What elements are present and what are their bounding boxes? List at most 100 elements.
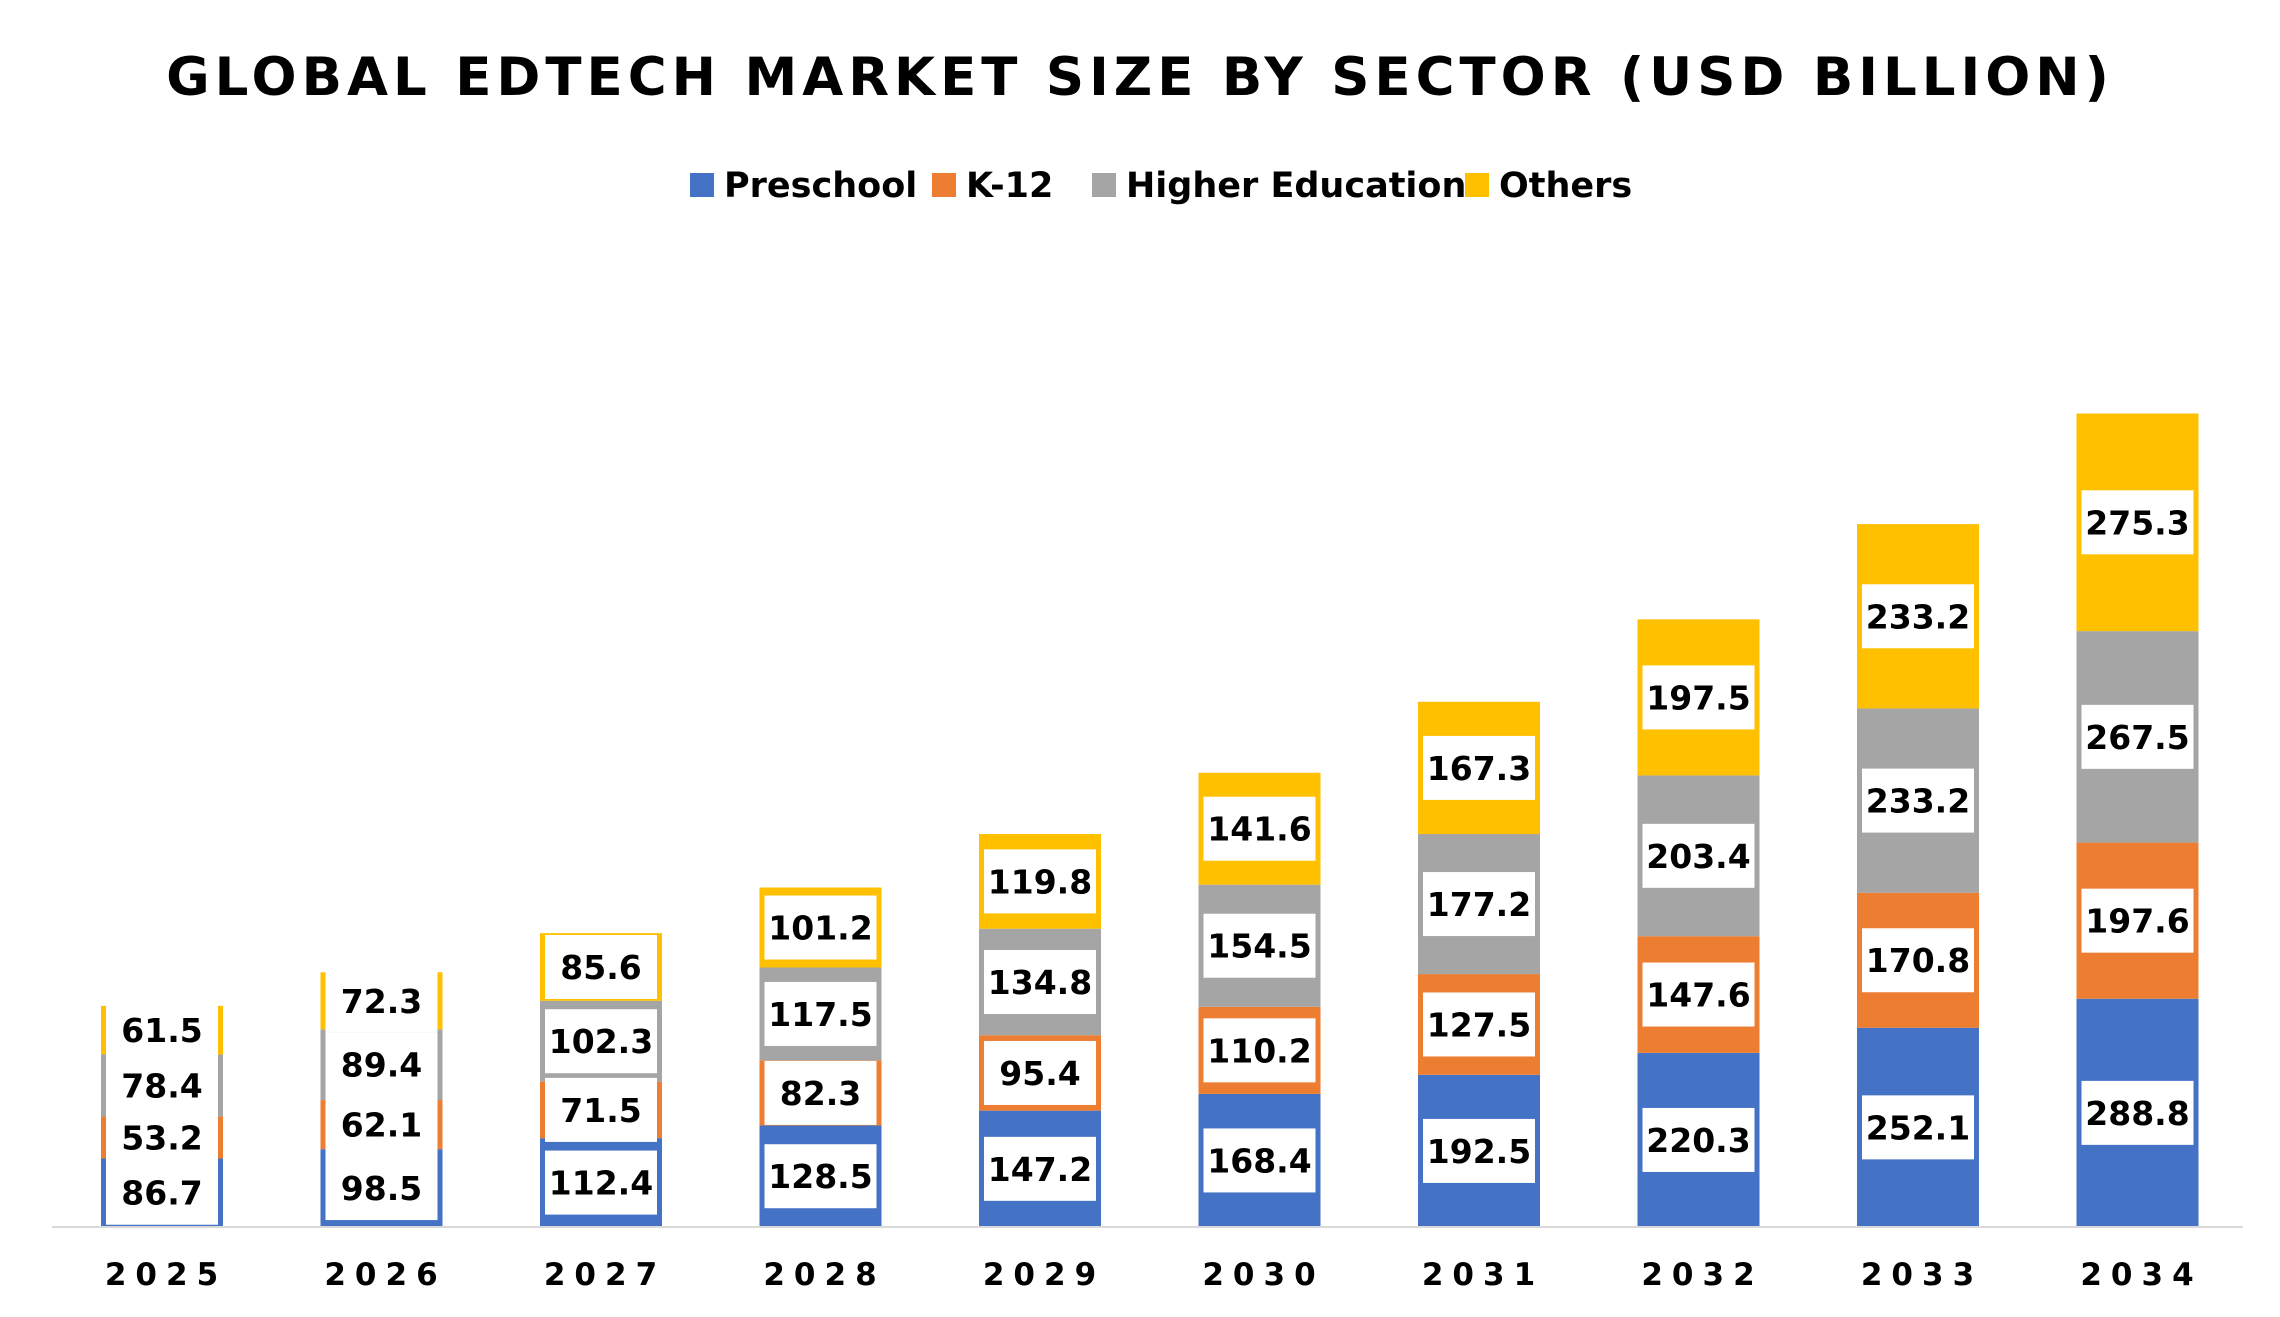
data-label-higher-education-2029: 134.8: [988, 963, 1092, 1002]
data-label-higher-education-2031: 177.2: [1427, 885, 1531, 924]
data-label-box: [984, 1136, 1096, 1201]
data-label-higher-education-2032: 203.4: [1646, 837, 1750, 876]
data-label-k-12-2025: 53.2: [121, 1118, 202, 1157]
data-label-box: [1862, 928, 1974, 993]
data-label-box: [984, 1040, 1096, 1105]
data-label-box: [106, 1053, 218, 1118]
data-label-others-2029: 119.8: [988, 862, 1092, 901]
x-tick-label-2028: 2028: [763, 1257, 885, 1293]
data-label-box: [1862, 584, 1974, 649]
data-label-box: [1423, 735, 1535, 800]
data-label-k-12-2028: 82.3: [780, 1074, 861, 1113]
data-label-preschool-2030: 168.4: [1207, 1141, 1311, 1180]
data-label-box: [1423, 992, 1535, 1057]
data-label-box: [1642, 823, 1755, 888]
data-label-preschool-2026: 98.5: [341, 1169, 422, 1208]
data-label-others-2028: 101.2: [768, 909, 872, 948]
x-tick-label-2034: 2034: [2080, 1257, 2202, 1293]
data-label-others-2025: 61.5: [121, 1011, 202, 1050]
data-label-higher-education-2027: 102.3: [549, 1022, 653, 1061]
data-label-box: [325, 1032, 438, 1097]
data-label-higher-education-2033: 233.2: [1866, 782, 1970, 821]
data-label-box: [1642, 962, 1755, 1027]
legend-label-higher-education: Higher Education: [1126, 166, 1466, 206]
data-label-box: [2081, 888, 2194, 953]
data-label-box: [764, 981, 877, 1046]
data-label-box: [2081, 490, 2194, 555]
data-label-preschool-2028: 128.5: [768, 1157, 872, 1196]
legend-label-others: Others: [1499, 166, 1632, 206]
data-label-box: [106, 1160, 218, 1225]
legend-label-k-12: K-12: [966, 166, 1053, 206]
x-tick-label-2030: 2030: [1202, 1257, 1324, 1293]
data-label-k-12-2031: 127.5: [1427, 1005, 1531, 1044]
x-axis-tick-labels: 2025 2026 2027 2028 2029 2030 2031 2032 2033 2034: [105, 1257, 2202, 1293]
data-label-higher-education-2028: 117.5: [768, 995, 872, 1034]
bars-area: 86.7 53.2 78.4 61.5 98.5 62.1 89.4 72.3 112.4 71.…: [101, 413, 2199, 1227]
legend-label-preschool: Preschool: [724, 166, 917, 206]
data-label-others-2034: 275.3: [2085, 503, 2189, 542]
data-label-box: [1642, 665, 1755, 730]
data-label-box: [1203, 1128, 1316, 1193]
data-label-others-2033: 233.2: [1866, 597, 1970, 636]
data-label-box: [545, 1009, 657, 1074]
data-label-box: [545, 1150, 657, 1215]
data-label-box: [764, 895, 877, 960]
legend-swatch-others: [1465, 173, 1489, 197]
data-label-box: [984, 949, 1096, 1014]
data-label-k-12-2027: 71.5: [560, 1091, 641, 1130]
data-label-box: [325, 1092, 438, 1157]
chart-title: GLOBAL EDTECH MARKET SIZE BY SECTOR (USD…: [166, 47, 2114, 108]
data-label-box: [1203, 1018, 1316, 1083]
data-label-k-12-2034: 197.6: [2085, 902, 2189, 941]
x-tick-label-2027: 2027: [544, 1257, 666, 1293]
x-tick-label-2031: 2031: [1422, 1257, 1544, 1293]
x-tick-label-2026: 2026: [324, 1257, 446, 1293]
data-label-box: [2081, 1080, 2194, 1145]
data-label-box: [764, 1144, 877, 1209]
data-label-others-2027: 85.6: [560, 948, 641, 987]
data-label-box: [106, 998, 218, 1063]
data-label-k-12-2032: 147.6: [1646, 976, 1750, 1015]
data-label-higher-education-2025: 78.4: [121, 1066, 202, 1105]
x-tick-label-2032: 2032: [1641, 1257, 1763, 1293]
data-label-k-12-2026: 62.1: [341, 1106, 422, 1145]
data-label-box: [2081, 704, 2194, 769]
data-label-box: [1862, 768, 1974, 833]
data-label-k-12-2030: 110.2: [1207, 1031, 1311, 1070]
legend-swatch-k-12: [932, 173, 956, 197]
data-label-others-2026: 72.3: [341, 982, 422, 1021]
data-label-higher-education-2034: 267.5: [2085, 718, 2189, 757]
data-label-k-12-2029: 95.4: [999, 1054, 1080, 1093]
x-tick-label-2033: 2033: [1861, 1257, 1983, 1293]
data-label-others-2032: 197.5: [1646, 678, 1750, 717]
data-label-box: [984, 849, 1096, 914]
legend: Preschool K-12 Higher Education Others: [690, 166, 1632, 206]
x-tick-label-2025: 2025: [105, 1257, 227, 1293]
data-label-higher-education-2026: 89.4: [341, 1046, 422, 1085]
data-label-box: [1423, 1118, 1535, 1183]
data-label-box: [1203, 913, 1316, 978]
data-label-box: [325, 1156, 438, 1221]
data-label-preschool-2031: 192.5: [1427, 1132, 1531, 1171]
data-label-box: [1203, 796, 1316, 861]
data-label-preschool-2032: 220.3: [1646, 1121, 1750, 1160]
x-tick-label-2029: 2029: [983, 1257, 1105, 1293]
data-label-higher-education-2030: 154.5: [1207, 927, 1311, 966]
data-label-preschool-2029: 147.2: [988, 1150, 1092, 1189]
legend-swatch-higher-education: [1092, 173, 1116, 197]
data-label-preschool-2025: 86.7: [121, 1174, 202, 1213]
data-label-box: [1862, 1095, 1974, 1160]
data-label-box: [1642, 1107, 1755, 1172]
data-label-box: [1423, 872, 1535, 937]
data-label-box: [325, 968, 438, 1033]
data-label-preschool-2027: 112.4: [549, 1164, 653, 1203]
legend-swatch-preschool: [690, 173, 714, 197]
data-label-others-2030: 141.6: [1207, 810, 1311, 849]
data-label-box: [764, 1060, 877, 1125]
data-label-box: [545, 1077, 657, 1142]
data-label-box: [545, 934, 657, 999]
data-label-preschool-2034: 288.8: [2085, 1094, 2189, 1133]
data-label-k-12-2033: 170.8: [1866, 941, 1970, 980]
